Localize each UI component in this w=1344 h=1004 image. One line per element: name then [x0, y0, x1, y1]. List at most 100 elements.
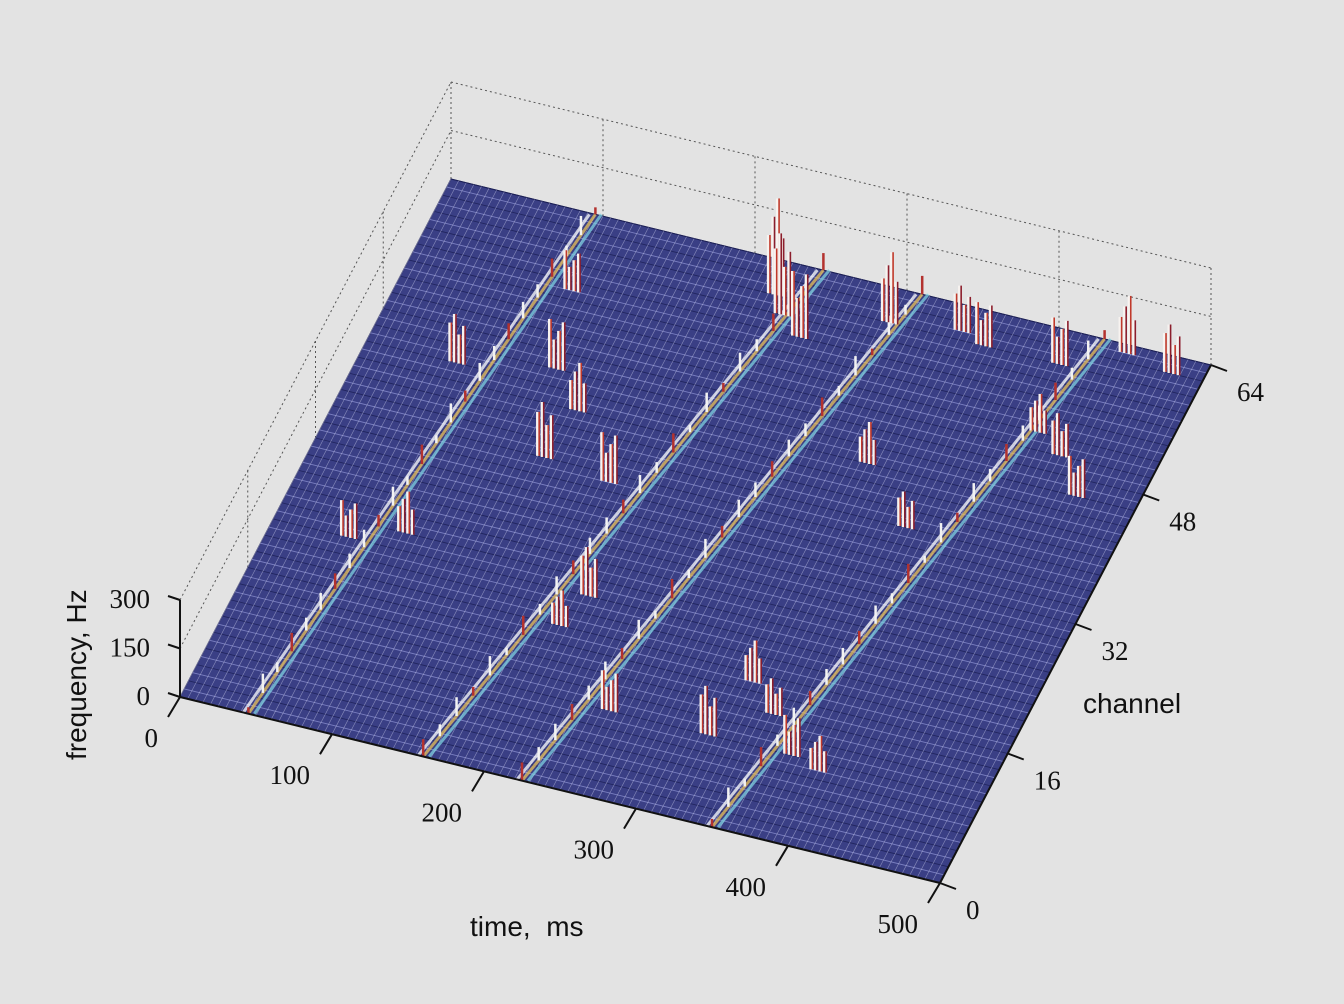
peak	[1067, 455, 1086, 499]
mesh-col	[696, 305, 969, 824]
y-tick-label: 0	[966, 895, 980, 925]
peak	[547, 318, 566, 371]
mesh-col	[924, 361, 1197, 880]
peak	[809, 735, 827, 773]
y-tick-label: 32	[1102, 636, 1129, 666]
peak	[773, 233, 792, 317]
mesh-col	[863, 346, 1136, 865]
mesh-col	[643, 292, 915, 811]
mesh-col	[248, 195, 520, 714]
x-tick	[167, 696, 181, 718]
mesh-col	[453, 245, 725, 765]
peak	[600, 432, 618, 485]
activity-band	[416, 269, 819, 758]
box-edge	[450, 81, 1212, 269]
activity-band	[428, 269, 831, 758]
z-tick-label: 150	[110, 633, 151, 663]
mesh-col	[331, 216, 604, 735]
x-tick-label: 400	[726, 872, 767, 902]
peak	[580, 547, 598, 598]
activity-bands	[241, 207, 1112, 829]
peak	[563, 250, 581, 293]
mesh-col	[506, 258, 779, 778]
mesh-col	[802, 331, 1075, 850]
mesh-col	[612, 284, 885, 804]
mesh-col	[552, 270, 824, 789]
peak	[1029, 393, 1047, 434]
x-tick-label: 500	[878, 909, 919, 939]
x-tick	[471, 770, 485, 792]
mesh-col	[878, 349, 1151, 869]
y-tick	[1075, 623, 1092, 631]
y-tick	[939, 882, 957, 890]
mesh-col	[932, 363, 1204, 882]
mesh-col	[688, 303, 961, 822]
mesh-col	[270, 201, 543, 720]
mesh-col	[795, 329, 1067, 848]
mesh-col	[574, 275, 847, 794]
peak	[1051, 413, 1069, 458]
mesh-col	[787, 327, 1060, 846]
peak	[448, 313, 466, 365]
activity-band	[514, 293, 918, 782]
mesh-col	[278, 203, 551, 722]
mesh-col	[362, 223, 634, 742]
mesh-col	[187, 180, 459, 699]
y-axis-label: channel	[1083, 688, 1181, 719]
mesh-col	[301, 208, 573, 727]
mesh-col	[681, 301, 953, 820]
mesh-col	[514, 260, 786, 779]
peak	[339, 500, 358, 540]
mesh-col	[871, 348, 1143, 867]
y-tick	[1210, 364, 1228, 372]
x-tick	[927, 882, 941, 904]
activity-band	[526, 293, 930, 782]
mesh-col	[415, 236, 687, 755]
mesh-col	[468, 249, 741, 768]
mesh-col	[210, 186, 482, 705]
mesh-col	[377, 227, 649, 746]
activity-band	[253, 213, 603, 715]
peak	[699, 685, 718, 737]
peak	[858, 421, 877, 466]
mesh-col	[293, 206, 566, 726]
peak	[744, 640, 762, 684]
peak	[600, 670, 619, 713]
mesh-col	[263, 199, 535, 718]
peak	[1162, 324, 1181, 376]
x-axis-label: time, ms	[470, 911, 584, 942]
mesh-col	[217, 188, 490, 707]
mesh-col	[179, 178, 452, 698]
x-tick	[319, 733, 333, 755]
mesh-col	[400, 232, 672, 752]
x-tick-label: 0	[145, 723, 159, 753]
y-tick	[1007, 752, 1025, 761]
mesh-col	[886, 351, 1159, 871]
mesh-col	[597, 281, 870, 800]
mesh-col	[856, 344, 1128, 863]
peak	[783, 714, 801, 758]
mesh-col	[476, 251, 748, 770]
x-tick-label: 300	[574, 835, 615, 865]
mesh-col	[650, 294, 923, 813]
peak	[975, 302, 993, 348]
mesh-col	[521, 262, 794, 781]
axes	[167, 364, 1228, 904]
z-tick-label: 0	[137, 681, 151, 711]
mesh-col	[719, 310, 991, 830]
mesh-col	[498, 256, 771, 776]
mesh-col	[605, 283, 877, 802]
mesh-col	[346, 219, 619, 739]
mesh-col	[339, 217, 611, 737]
y-tick-label: 16	[1034, 766, 1061, 796]
mesh-col	[232, 191, 505, 711]
mesh-col	[422, 238, 695, 757]
x-axis-line	[179, 696, 941, 884]
mesh-col	[742, 316, 1014, 835]
peak	[1118, 295, 1137, 356]
x-tick	[623, 808, 637, 830]
mesh-col	[909, 357, 1181, 876]
x-tick-label: 200	[422, 797, 463, 827]
mesh-col	[704, 307, 976, 826]
z-tick	[167, 643, 181, 650]
